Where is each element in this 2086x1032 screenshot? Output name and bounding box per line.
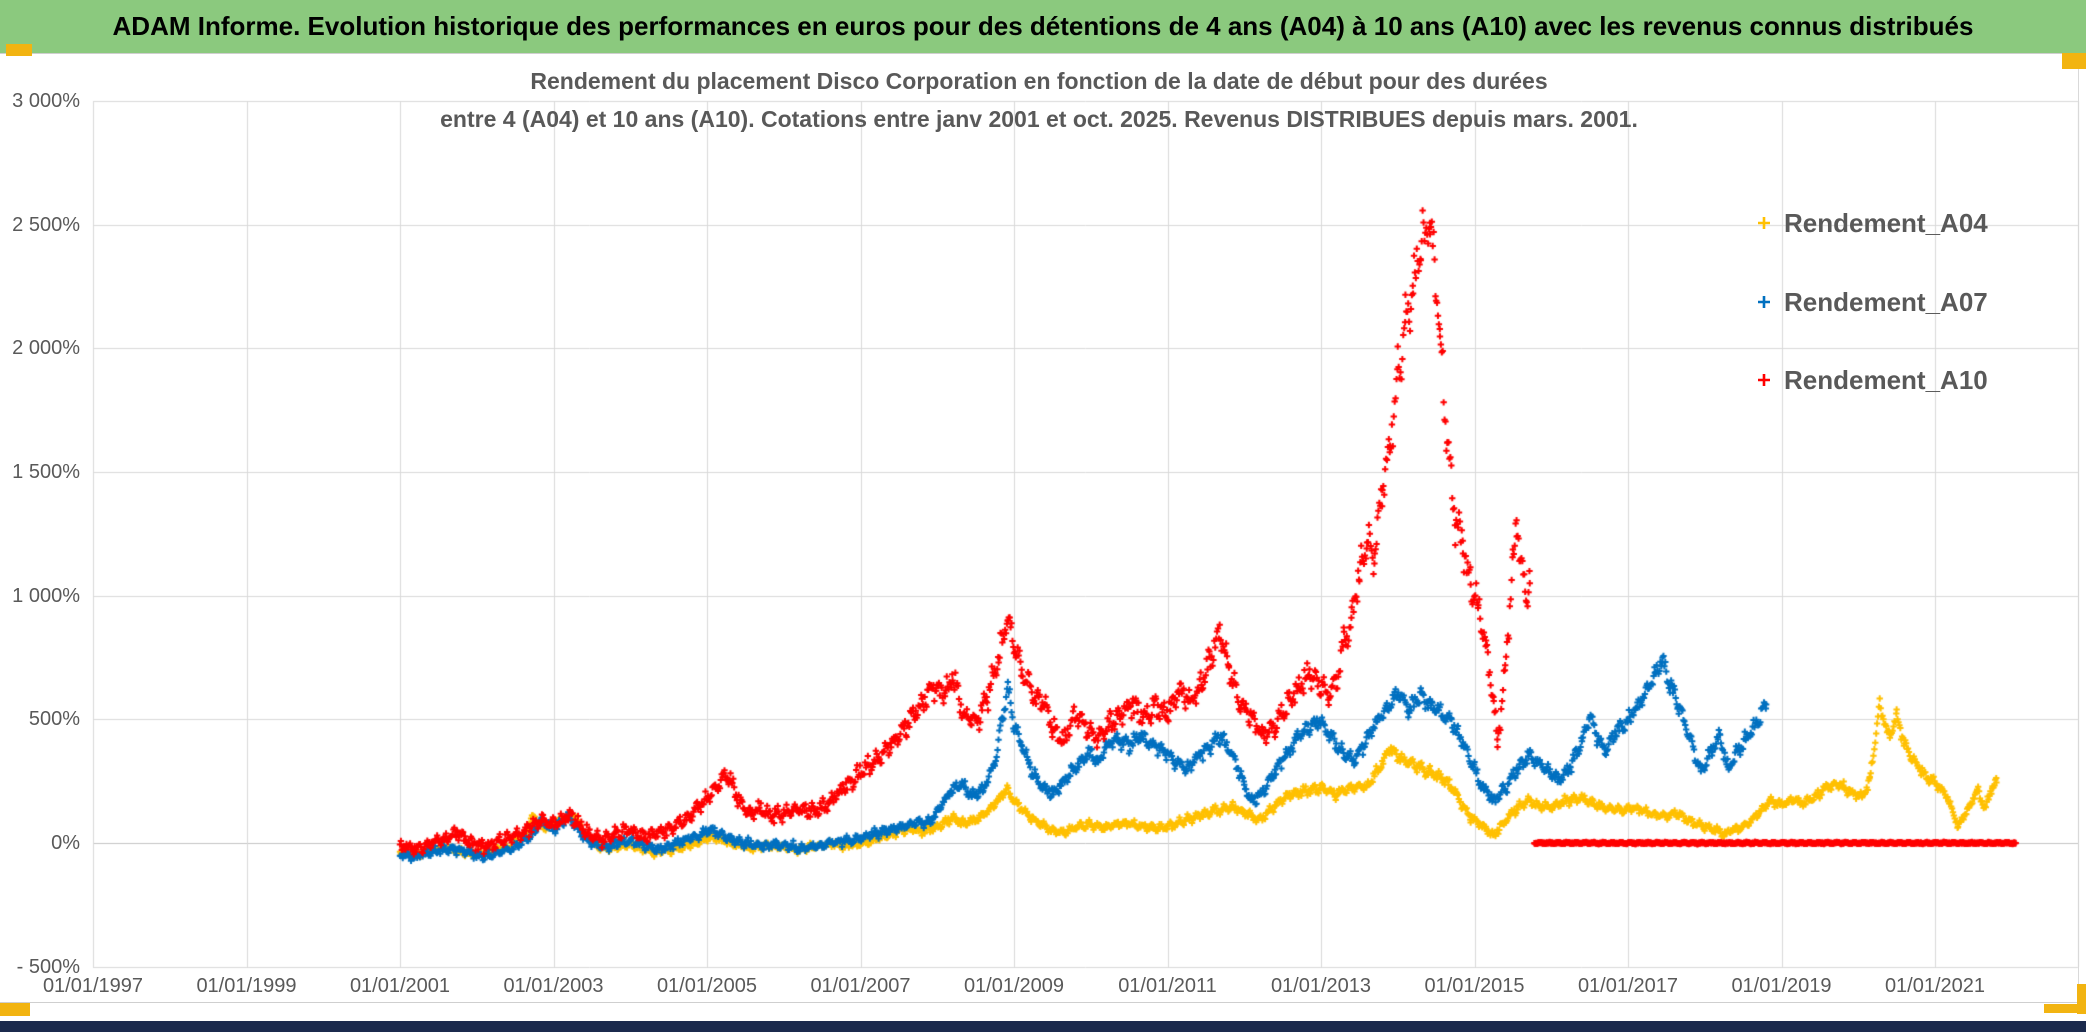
y-tick-label: 500% — [28, 708, 80, 731]
legend-item-rendement_a04[interactable]: Rendement_A04 — [1756, 206, 1988, 240]
x-tick-label: 01/01/2009 — [963, 975, 1065, 997]
legend-plus-marker-icon — [1758, 374, 1770, 386]
x-tick-label: 01/01/2013 — [1270, 975, 1372, 997]
x-tick-label: 01/01/2019 — [1731, 975, 1832, 997]
selection-handle-top-right[interactable] — [2062, 53, 2086, 69]
chart-title-line1: Rendement du placement Disco Corporation… — [530, 68, 1548, 94]
y-tick-label: 2 500% — [12, 213, 80, 236]
banner: ADAM Informe. Evolution historique des p… — [0, 0, 2086, 54]
chart-title-line2: entre 4 (A04) et 10 ans (A10). Cotations… — [440, 106, 1638, 132]
selection-handle-bottom-left[interactable] — [0, 1003, 30, 1016]
x-tick-label: 01/01/2021 — [1884, 975, 1986, 997]
bottom-bar — [0, 1021, 2086, 1032]
x-tick-label: 01/01/2001 — [349, 975, 451, 997]
x-tick-label: 01/01/2015 — [1424, 975, 1525, 997]
x-tick-label: 01/01/2003 — [503, 975, 604, 997]
plot-right-border — [2078, 62, 2079, 1002]
x-tick-label: 01/01/2007 — [810, 975, 911, 997]
selection-handle-bottom-right-2[interactable] — [2044, 1004, 2086, 1013]
x-tick-label: 01/01/1997 — [42, 975, 144, 997]
selection-handle-top-left[interactable] — [6, 44, 32, 56]
y-tick-label: 1 500% — [12, 460, 80, 483]
y-tick-label: 2 000% — [12, 337, 80, 360]
banner-title: ADAM Informe. Evolution historique des p… — [112, 11, 1974, 41]
bottom-strip — [0, 1002, 2086, 1022]
x-tick-label: 01/01/2011 — [1118, 975, 1217, 997]
x-tick-label: 01/01/1999 — [196, 975, 297, 997]
legend-plus-marker-icon — [1758, 296, 1770, 308]
x-tick-label: 01/01/2005 — [656, 975, 758, 997]
y-tick-label: 0% — [51, 832, 80, 854]
legend-plus-marker-icon — [1758, 217, 1770, 229]
legend-label: Rendement_A10 — [1784, 364, 1988, 395]
legend-label: Rendement_A07 — [1784, 286, 1988, 317]
chart-title: Rendement du placement Disco Corporation… — [0, 62, 2078, 138]
legend-label: Rendement_A04 — [1784, 207, 1988, 238]
y-tick-label: 1 000% — [12, 584, 80, 607]
legend-item-rendement_a10[interactable]: Rendement_A10 — [1756, 363, 1988, 397]
legend-item-rendement_a07[interactable]: Rendement_A07 — [1756, 285, 1988, 319]
selection-handle-bottom-right[interactable] — [2077, 984, 2086, 1014]
y-tick-label: - 500% — [16, 955, 80, 978]
y-tick-label: 3 000% — [12, 89, 80, 112]
x-tick-label: 01/01/2017 — [1577, 975, 1679, 997]
